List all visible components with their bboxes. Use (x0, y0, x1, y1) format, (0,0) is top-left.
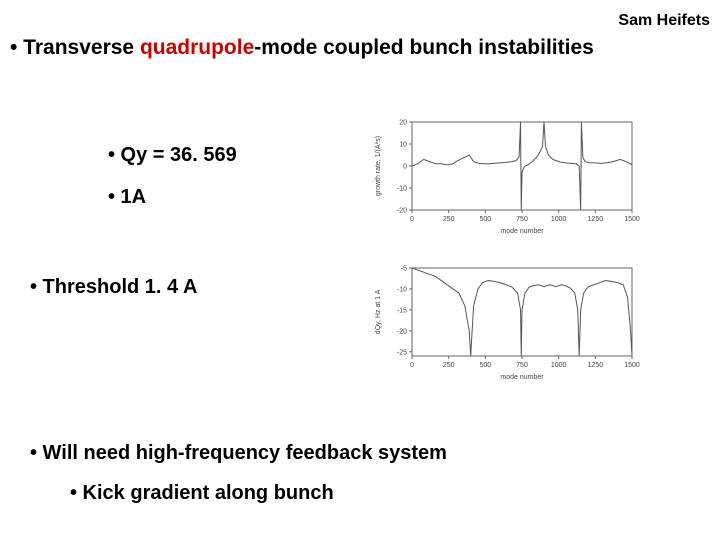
bullet-current: • 1A (108, 186, 146, 209)
svg-text:dQy, Hz at 1 A: dQy, Hz at 1 A (375, 289, 382, 334)
title-red-word: quadrupole (140, 36, 254, 59)
svg-text:0: 0 (410, 216, 414, 223)
svg-text:1250: 1250 (588, 216, 604, 223)
svg-text:-20: -20 (397, 328, 407, 335)
bullet-kick: • Kick gradient along bunch (70, 482, 334, 505)
svg-text:mode number: mode number (500, 228, 544, 235)
svg-text:500: 500 (479, 216, 491, 223)
title-suffix: -mode coupled bunch instabilities (254, 36, 594, 59)
svg-text:1500: 1500 (624, 362, 640, 369)
svg-text:1000: 1000 (551, 362, 567, 369)
svg-text:1250: 1250 (588, 362, 604, 369)
svg-text:-25: -25 (397, 349, 407, 356)
svg-text:1000: 1000 (551, 216, 567, 223)
svg-text:250: 250 (443, 362, 455, 369)
svg-text:-20: -20 (397, 208, 407, 215)
svg-text:10: 10 (399, 142, 407, 149)
svg-text:-10: -10 (397, 186, 407, 193)
svg-text:-10: -10 (397, 286, 407, 293)
svg-text:0: 0 (410, 362, 414, 369)
svg-text:750: 750 (516, 362, 528, 369)
slide-title: • Transverse quadrupole-mode coupled bun… (10, 36, 594, 60)
svg-text:250: 250 (443, 216, 455, 223)
svg-text:750: 750 (516, 216, 528, 223)
bullet-feedback: • Will need high-frequency feedback syst… (30, 442, 447, 465)
title-prefix: • Transverse (10, 36, 140, 59)
author-name: Sam Heifets (618, 12, 710, 30)
chart-growth-rate: 0 250 500 750 1000 1250 1500 -20 -10 0 10 20 mode nu… (370, 116, 640, 236)
svg-text:growth rate, 1/(A*s): growth rate, 1/(A*s) (375, 136, 382, 196)
svg-text:mode number: mode number (500, 374, 544, 381)
bullet-qy: • Qy = 36. 569 (108, 144, 237, 167)
chart-dqy: 0 250 500 750 1000 1250 1500 -25 -20 -15 -10 -5 mode… (370, 262, 640, 382)
svg-text:-15: -15 (397, 307, 407, 314)
svg-text:-5: -5 (401, 266, 407, 273)
svg-text:1500: 1500 (624, 216, 640, 223)
svg-text:20: 20 (399, 120, 407, 127)
bullet-threshold: • Threshold 1. 4 A (30, 276, 197, 299)
svg-text:500: 500 (479, 362, 491, 369)
svg-text:0: 0 (403, 164, 407, 171)
